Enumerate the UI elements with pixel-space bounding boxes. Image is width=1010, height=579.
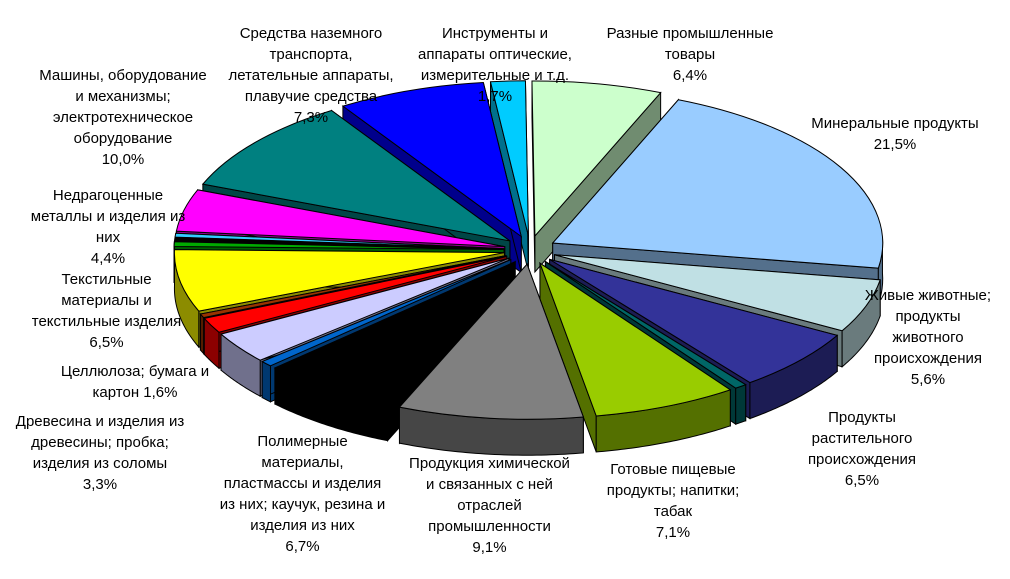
label-plant-products-value: 6,5%	[782, 470, 942, 491]
label-minerals-value: 21,5%	[790, 134, 1000, 155]
label-animals-text: Живые животные; продукты животного проис…	[865, 287, 991, 367]
label-minerals: Минеральные продукты 21,5%	[790, 92, 1000, 176]
label-instruments-value: 1,7%	[405, 86, 585, 107]
label-misc-goods-value: 6,4%	[590, 65, 790, 86]
label-instruments: Инструменты и аппараты оптические, измер…	[405, 2, 585, 128]
slice-7-rim	[262, 362, 270, 402]
label-chemicals-text: Продукция химической и связанных с ней о…	[409, 455, 570, 535]
label-minerals-text: Минеральные продукты	[811, 115, 978, 132]
label-wood-value: 3,3%	[0, 474, 200, 495]
label-transport: Средства наземного транспорта, летательн…	[216, 2, 406, 149]
label-transport-text: Средства наземного транспорта, летательн…	[228, 25, 393, 105]
label-misc-goods-text: Разные промышленные товары	[607, 25, 774, 63]
label-machinery-text: Машины, оборудование и механизмы; электр…	[39, 67, 207, 147]
label-polymers-text: Полимерные материалы, пластмассы и издел…	[220, 433, 385, 534]
label-transport-value: 7,3%	[216, 107, 406, 128]
label-animals-value: 5,6%	[846, 369, 1010, 390]
label-misc-goods: Разные промышленные товары 6,4%	[590, 2, 790, 107]
label-instruments-text: Инструменты и аппараты оптические, измер…	[418, 25, 572, 84]
label-food-value: 7,1%	[583, 522, 763, 543]
label-chemicals: Продукция химической и связанных с ней о…	[392, 432, 587, 579]
label-food-text: Готовые пищевые продукты; напитки; табак	[607, 461, 740, 520]
label-polymers-value: 6,7%	[200, 536, 405, 557]
label-wood-text: Древесина и изделия из древесины; пробка…	[16, 413, 184, 472]
label-textiles-text: Текстильные материалы и текстильные изде…	[32, 271, 181, 330]
label-wood: Древесина и изделия из древесины; пробка…	[0, 390, 200, 516]
label-polymers: Полимерные материалы, пластмассы и издел…	[200, 410, 405, 578]
label-animals: Живые животные; продукты животного проис…	[846, 264, 1010, 411]
label-food: Готовые пищевые продукты; напитки; табак…	[583, 438, 763, 564]
slice-3-rim	[736, 385, 746, 424]
label-plant-products-text: Продукты растительного происхождения	[808, 409, 916, 468]
label-base-metals-text: Недрагоценные металлы и изделия из них	[31, 187, 185, 246]
